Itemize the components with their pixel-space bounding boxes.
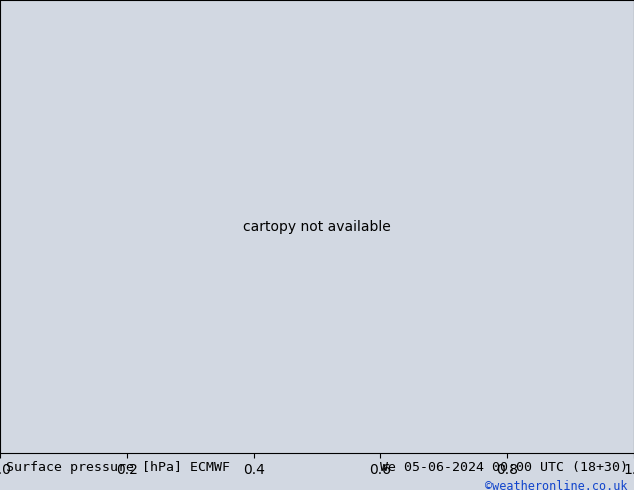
Text: Surface pressure [hPa] ECMWF: Surface pressure [hPa] ECMWF xyxy=(6,462,230,474)
Text: ©weatheronline.co.uk: ©weatheronline.co.uk xyxy=(485,480,628,490)
Text: We 05-06-2024 00:00 UTC (18+30): We 05-06-2024 00:00 UTC (18+30) xyxy=(380,462,628,474)
Text: cartopy not available: cartopy not available xyxy=(243,220,391,234)
